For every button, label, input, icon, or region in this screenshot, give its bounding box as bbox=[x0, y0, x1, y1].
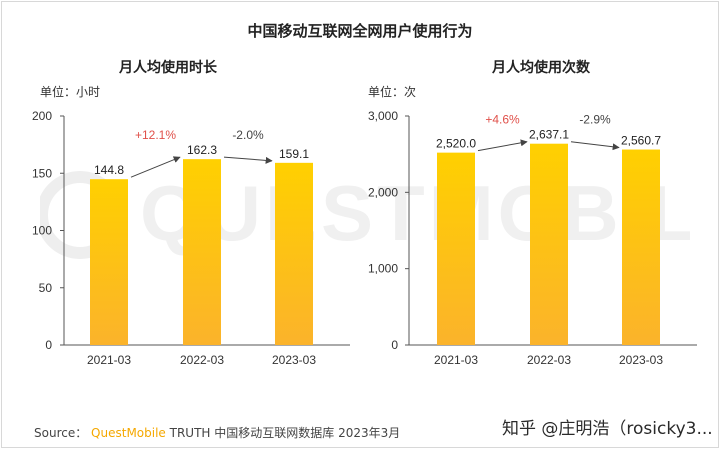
bar bbox=[530, 143, 568, 345]
bar bbox=[437, 152, 475, 345]
watermark-text: QUESTMOBILE bbox=[140, 169, 690, 257]
growth-label: +4.6% bbox=[485, 113, 520, 127]
source-note: Source： QuestMobile TRUTH 中国移动互联网数据库 202… bbox=[34, 424, 400, 441]
y-tick-label: 2,000 bbox=[368, 185, 398, 199]
value-label: 2,520.0 bbox=[436, 137, 476, 151]
growth-label: -2.9% bbox=[579, 113, 611, 127]
unit-label: 单位：次 bbox=[368, 84, 416, 99]
value-label: 144.8 bbox=[94, 163, 124, 177]
value-label: 2,560.7 bbox=[621, 134, 661, 148]
growth-arrow bbox=[570, 141, 620, 151]
chart-title: 月人均使用次数 bbox=[491, 59, 591, 75]
category-label: 2023-03 bbox=[272, 353, 316, 367]
chart-title: 月人均使用时长 bbox=[118, 59, 218, 75]
page-title: 中国移动互联网全网用户使用行为 bbox=[247, 22, 473, 40]
zhihu-watermark: 知乎 @庄明浩（rosicky3... bbox=[502, 419, 712, 439]
growth-arrow bbox=[477, 139, 528, 152]
source-brand: QuestMobile bbox=[91, 426, 166, 440]
value-label: 159.1 bbox=[279, 147, 309, 161]
category-label: 2022-03 bbox=[180, 353, 224, 367]
questmobile-watermark: QUESTMOBILE bbox=[40, 169, 690, 265]
bar bbox=[275, 162, 313, 345]
y-tick-label: 1,000 bbox=[368, 262, 398, 276]
y-tick-label: 0 bbox=[45, 338, 52, 352]
y-tick-label: 100 bbox=[32, 224, 52, 238]
category-label: 2022-03 bbox=[527, 353, 571, 367]
source-suffix: TRUTH 中国移动互联网数据库 2023年3月 bbox=[169, 426, 401, 440]
growth-label: -2.0% bbox=[232, 128, 264, 142]
y-tick-label: 50 bbox=[39, 281, 53, 295]
growth-arrow bbox=[223, 156, 273, 164]
category-label: 2023-03 bbox=[619, 353, 663, 367]
value-label: 162.3 bbox=[187, 143, 217, 157]
growth-label: +12.1% bbox=[135, 128, 176, 142]
bar bbox=[183, 159, 221, 345]
y-tick-label: 150 bbox=[32, 166, 52, 180]
category-label: 2021-03 bbox=[87, 353, 131, 367]
category-label: 2021-03 bbox=[434, 353, 478, 367]
y-tick-label: 200 bbox=[32, 109, 52, 123]
y-tick-label: 3,000 bbox=[368, 109, 398, 123]
y-tick-label: 0 bbox=[391, 338, 398, 352]
bar bbox=[90, 179, 128, 345]
unit-label: 单位：小时 bbox=[40, 84, 100, 99]
value-label: 2,637.1 bbox=[529, 128, 569, 142]
source-prefix: Source： bbox=[34, 426, 88, 440]
bar bbox=[622, 149, 660, 345]
growth-arrow bbox=[130, 156, 181, 178]
